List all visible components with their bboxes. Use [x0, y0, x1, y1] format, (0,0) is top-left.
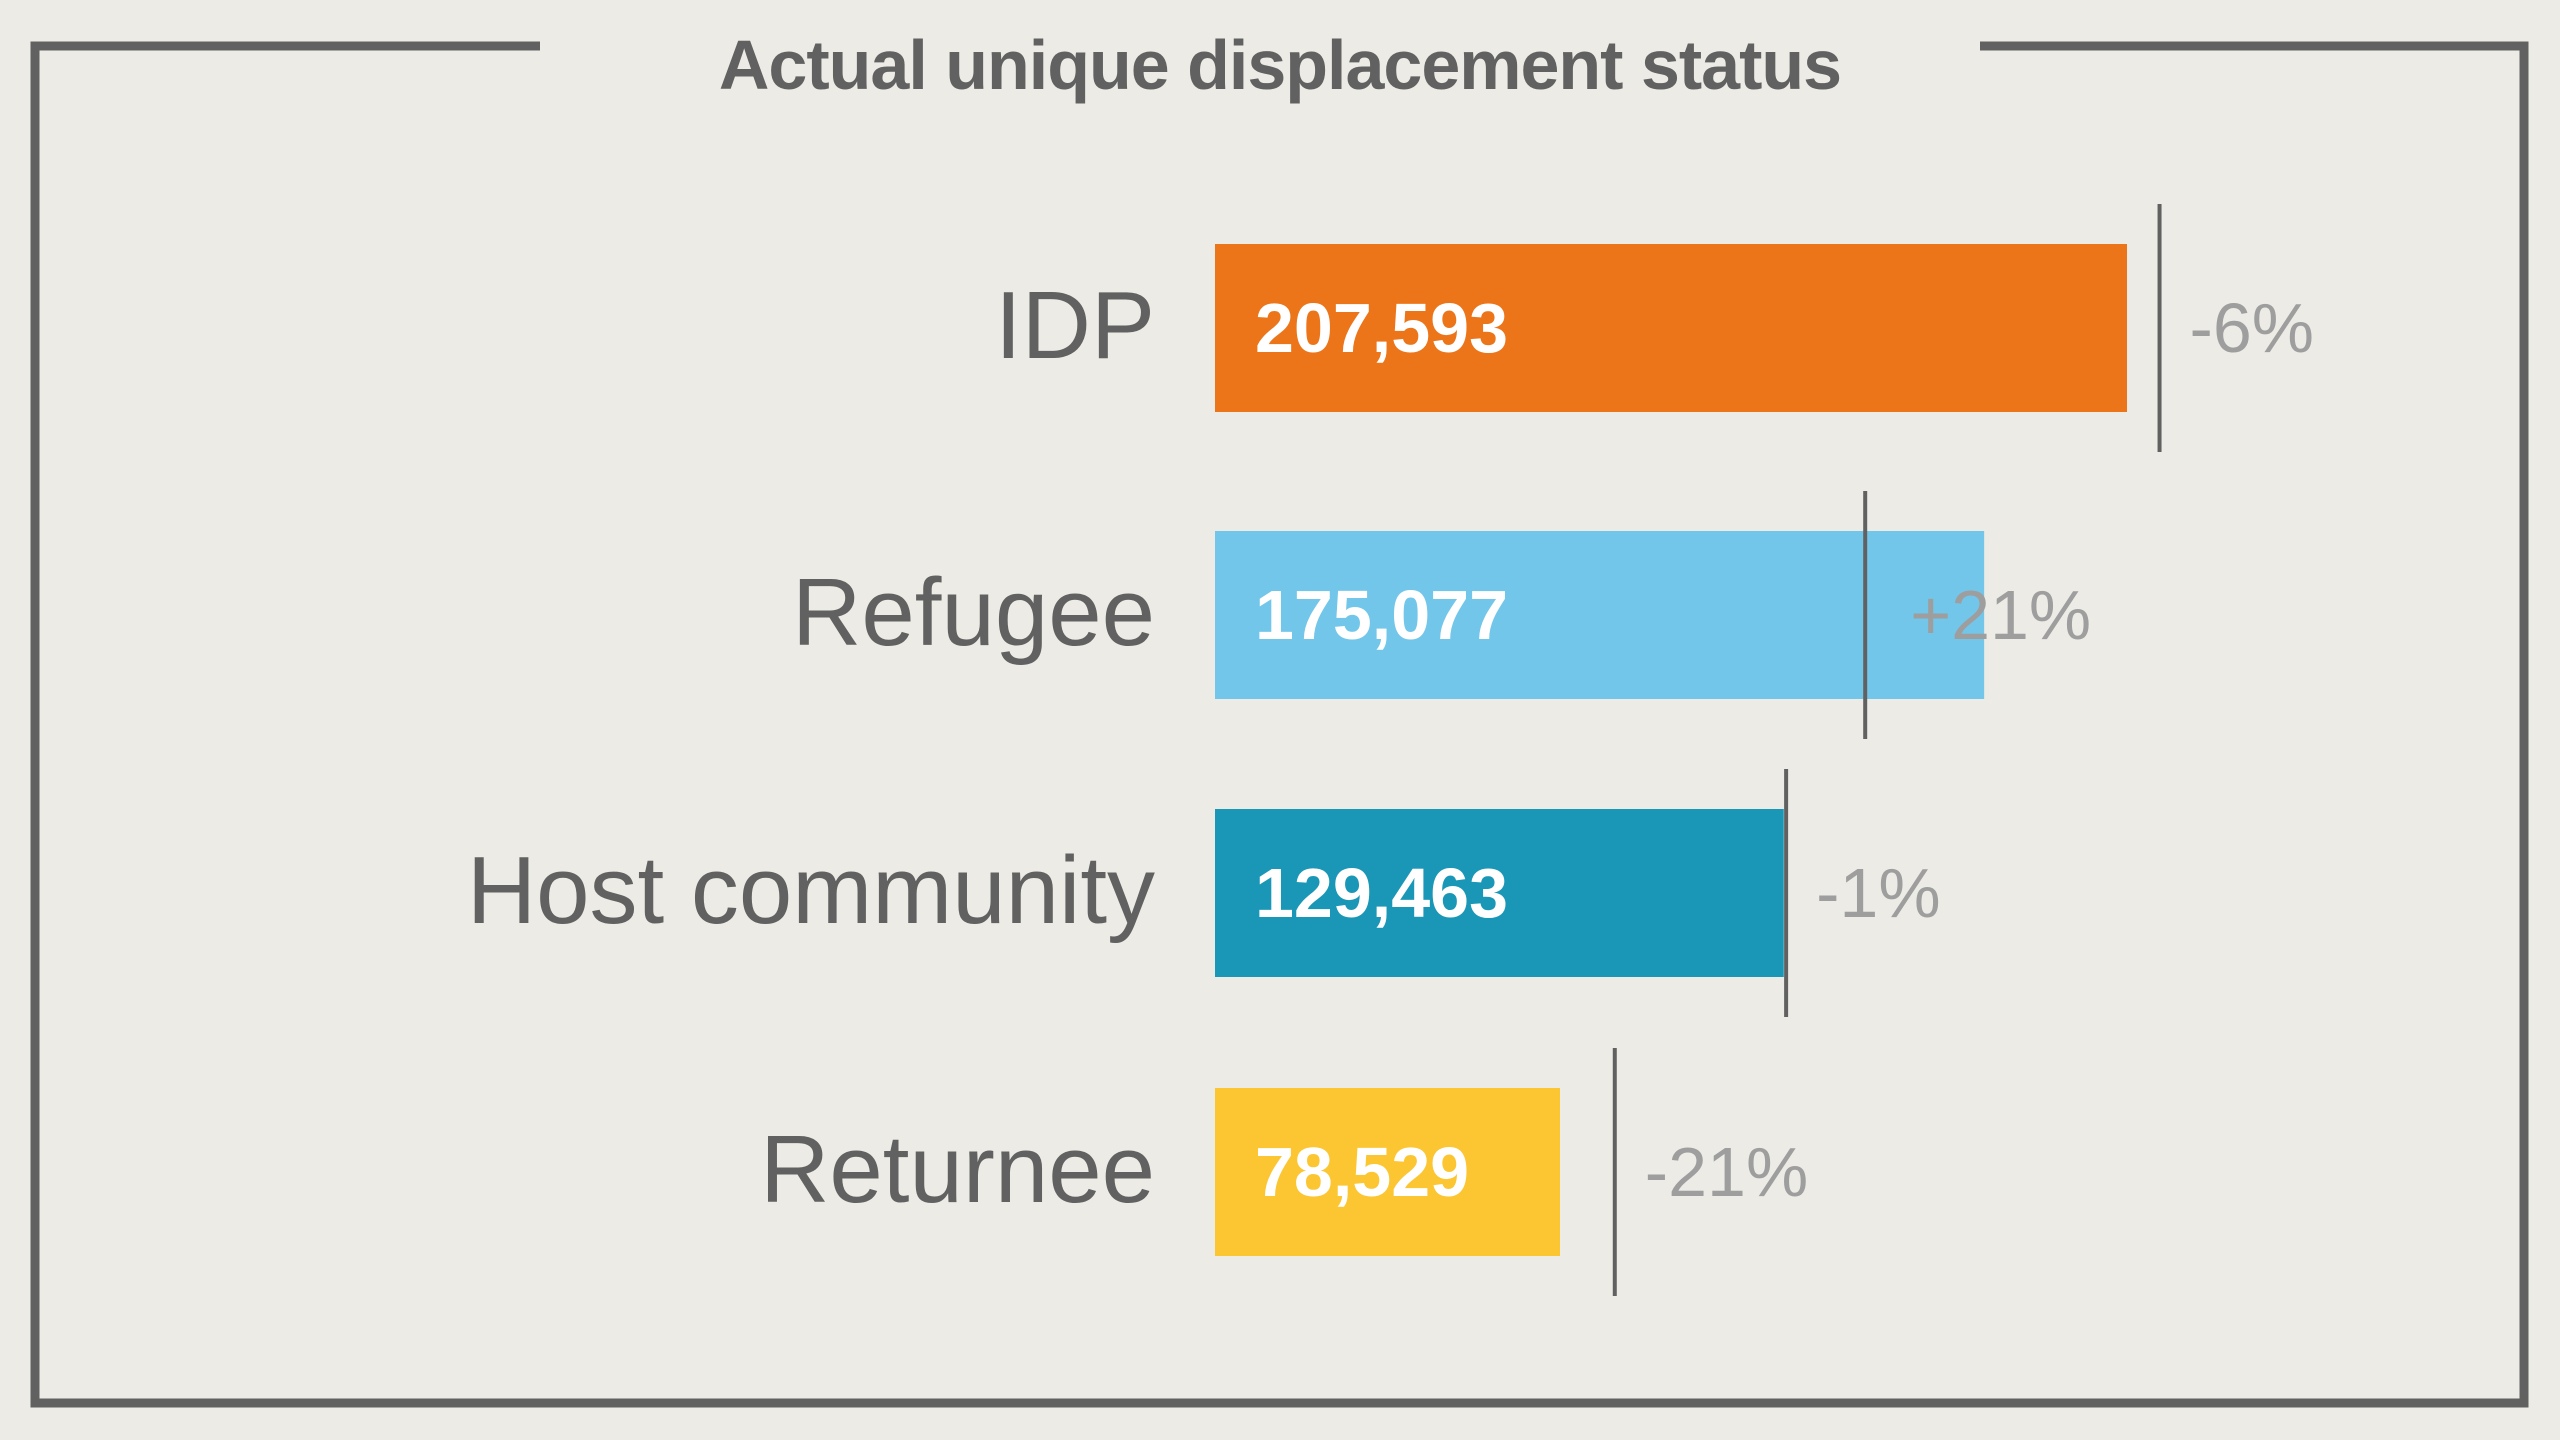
value-label-returnee: 78,529 — [1255, 1133, 1469, 1211]
value-label-idp: 207,593 — [1255, 289, 1508, 367]
bar-idp — [1215, 244, 2127, 412]
category-label-refugee: Refugee — [792, 559, 1155, 666]
value-label-refugee: 175,077 — [1255, 576, 1508, 654]
change-label-refugee: +21% — [1910, 576, 2091, 654]
change-label-host-community: -1% — [1816, 854, 1940, 932]
change-label-idp: -6% — [2190, 289, 2314, 367]
bar-refugee — [1215, 531, 1985, 699]
category-label-idp: IDP — [995, 272, 1155, 379]
category-label-host-community: Host community — [467, 837, 1155, 944]
chart-title: Actual unique displacement status — [718, 26, 1842, 104]
category-label-returnee: Returnee — [760, 1116, 1155, 1223]
bar-returnee — [1215, 1088, 1560, 1256]
value-label-host-community: 129,463 — [1255, 854, 1508, 932]
change-label-returnee: -21% — [1645, 1133, 1808, 1211]
bar-host-community — [1215, 809, 1784, 977]
